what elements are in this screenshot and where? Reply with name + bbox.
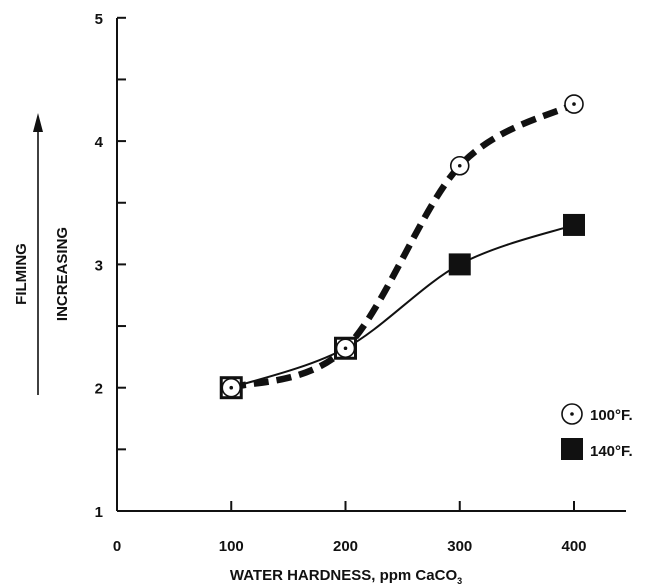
series-markers — [219, 94, 585, 400]
legend-item-140f: 140°F. — [561, 438, 633, 460]
marker-100f-dot — [572, 102, 576, 106]
legend-item-100f: 100°F. — [561, 403, 633, 425]
y-axis-increasing-label: INCREASING — [54, 227, 71, 321]
legend-label-140f: 140°F. — [590, 443, 633, 460]
y-axis-label-group: FILMING INCREASING — [13, 113, 71, 395]
x-tick-label: 400 — [561, 538, 586, 555]
marker-100f-dot — [457, 163, 462, 168]
series-line-100f — [230, 101, 576, 391]
x-axis-label: WATER HARDNESS, ppm CaCO3 — [230, 567, 462, 585]
increasing-arrow-head-icon — [33, 113, 43, 132]
y-tick-label: 3 — [95, 257, 103, 274]
x-tick-label: 300 — [447, 538, 472, 555]
marker-140f-square — [563, 213, 585, 236]
legend-filled-square-icon — [561, 438, 583, 460]
x-tick-label: 200 — [333, 538, 358, 555]
y-axis-label: FILMING — [13, 243, 30, 305]
legend: 100°F. 140°F. — [561, 403, 633, 460]
y-ticks: 1 2 3 4 5 — [95, 11, 126, 521]
x-axis-label-text: WATER HARDNESS, ppm CaCO — [230, 567, 458, 584]
marker-100f-dot — [229, 385, 234, 390]
x-tick-label: 100 — [219, 538, 244, 555]
y-tick-label: 5 — [95, 11, 103, 28]
x-axis-label-subscript: 3 — [457, 576, 462, 585]
marker-140f-square — [448, 253, 471, 276]
x-ticks: 0 100 200 300 400 — [113, 501, 587, 555]
y-tick-label: 2 — [95, 381, 103, 398]
legend-circle-dot-center — [570, 412, 574, 416]
y-tick-label: 4 — [95, 134, 104, 151]
marker-100f-dot — [343, 346, 348, 351]
series-line-140f — [230, 223, 575, 389]
legend-label-100f: 100°F. — [590, 407, 633, 424]
series-lines — [230, 101, 576, 391]
x-tick-label: 0 — [113, 538, 121, 555]
y-tick-label: 1 — [95, 504, 103, 521]
